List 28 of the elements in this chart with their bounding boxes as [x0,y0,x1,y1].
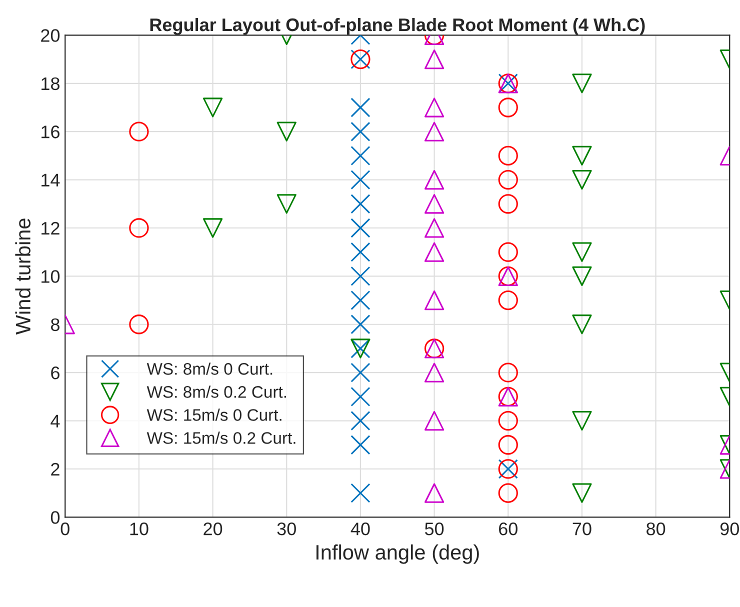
y-tick-label: 14 [42,174,60,186]
x-tick-label: 50 [424,522,444,536]
x-tick-label: 20 [204,522,222,536]
y-tick-label: 20 [41,29,60,42]
legend-label: WS: 8m/s 0 Curt. [146,362,272,375]
x-tick-label: 40 [350,522,370,536]
x-tick-label: 80 [646,522,666,536]
legend-label: WS: 8m/s 0.2 Curt. [146,386,286,398]
x-tick-label: 70 [572,522,592,536]
legend-label: WS: 15m/s 0 Curt. [146,408,282,421]
y-tick-label: 12 [42,222,60,235]
chart-title: Regular Layout Out-of-plane Blade Root Moment (4 Wh.C) [150,18,645,35]
y-tick-label: 6 [51,366,60,380]
x-tick-label: 30 [277,522,296,536]
y-tick-label: 10 [42,270,60,283]
y-tick-label: 8 [51,318,60,332]
x-tick-label: 10 [130,522,148,536]
x-tick-label: 0 [60,522,70,536]
y-tick-label: 0 [50,511,60,524]
x-axis-title: Inflow angle (deg) [316,544,479,564]
y-axis-title: Wind turbine [15,218,31,335]
x-tick-label: 90 [720,522,739,536]
legend-label: WS: 15m/s 0.2 Curt. [146,432,296,444]
x-tick-label: 60 [499,522,518,536]
y-tick-label: 16 [42,126,60,138]
y-tick-label: 18 [42,77,60,90]
y-tick-label: 4 [50,414,60,428]
y-tick-label: 2 [51,462,60,476]
